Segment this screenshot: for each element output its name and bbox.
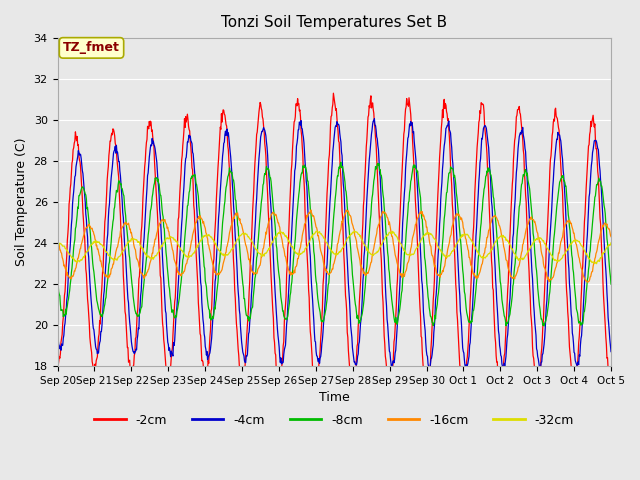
-4cm [284,316,291,322]
-16cm [307,207,315,213]
Line: -32cm: -32cm [58,231,611,264]
-4cm [607,349,615,355]
-4cm [388,367,396,373]
-16cm [80,231,88,237]
Y-axis label: Soil Temperature (C): Soil Temperature (C) [15,138,28,266]
-16cm [284,262,291,268]
-8cm [337,159,345,165]
Line: -8cm: -8cm [58,162,611,326]
Line: -16cm: -16cm [58,210,611,282]
-4cm [54,333,61,339]
-16cm [54,238,61,244]
-8cm [284,315,291,321]
-8cm [589,213,597,219]
Line: -2cm: -2cm [58,93,611,394]
-2cm [380,333,388,339]
-2cm [589,112,597,118]
-32cm [80,255,88,261]
-4cm [380,254,388,260]
-16cm [589,264,597,269]
-8cm [80,187,88,193]
-2cm [284,263,291,268]
Title: Tonzi Soil Temperatures Set B: Tonzi Soil Temperatures Set B [221,15,447,30]
Line: -4cm: -4cm [58,119,611,370]
-32cm [380,237,388,242]
-2cm [80,228,88,234]
-32cm [54,242,61,248]
-32cm [284,235,291,240]
-8cm [380,204,388,210]
-2cm [156,273,164,278]
-32cm [593,261,600,266]
-8cm [54,280,61,286]
-2cm [580,218,588,224]
-32cm [351,228,358,234]
-4cm [156,213,164,219]
-4cm [371,116,378,121]
-16cm [380,209,388,215]
-4cm [80,184,88,190]
-16cm [580,274,588,279]
-2cm [607,380,615,385]
-32cm [589,260,596,265]
-8cm [540,323,548,329]
-2cm [330,90,337,96]
-16cm [156,220,164,226]
Text: TZ_fmet: TZ_fmet [63,41,120,54]
-16cm [584,279,591,285]
-16cm [607,234,615,240]
-32cm [580,247,588,252]
-4cm [580,282,588,288]
-4cm [589,147,597,153]
-2cm [385,391,393,396]
-8cm [607,281,615,287]
-8cm [580,309,588,314]
-8cm [156,192,164,198]
-32cm [156,246,164,252]
X-axis label: Time: Time [319,391,349,404]
-32cm [607,240,615,246]
-2cm [54,361,61,367]
Legend: -2cm, -4cm, -8cm, -16cm, -32cm: -2cm, -4cm, -8cm, -16cm, -32cm [90,409,579,432]
